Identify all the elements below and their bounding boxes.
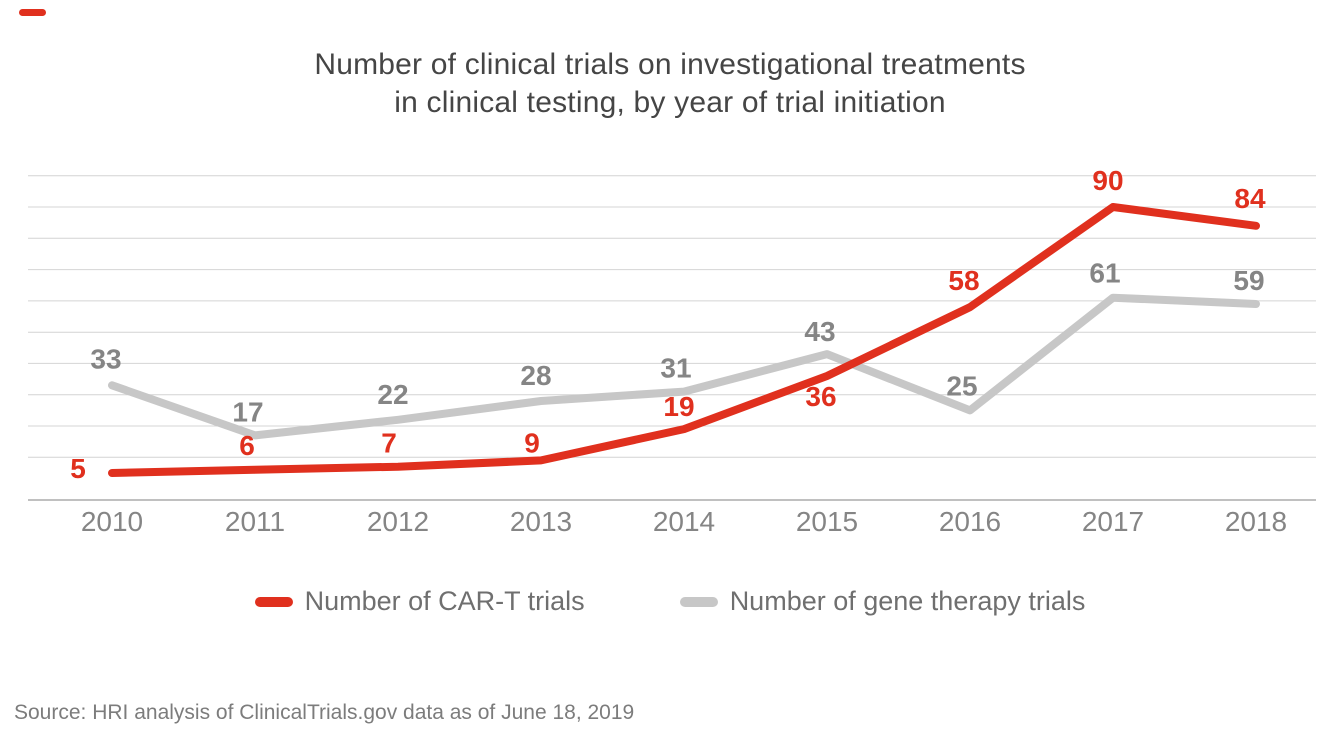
data-label: 28 [520, 360, 551, 391]
x-tick-label: 2015 [796, 506, 858, 537]
data-label: 22 [377, 379, 408, 410]
x-tick-label: 2013 [510, 506, 572, 537]
x-tick-label: 2016 [939, 506, 1001, 537]
legend-label-gene-therapy: Number of gene therapy trials [729, 586, 1086, 616]
legend-label-car-t: Number of CAR-T trials [304, 586, 585, 616]
source-note: Source: HRI analysis of ClinicalTrials.g… [14, 701, 635, 724]
data-label: 6 [239, 430, 255, 461]
legend-item-car-t: Number of CAR-T trials [254, 586, 585, 617]
gene-therapy-line [108, 293, 1260, 440]
chart-title-line-1: Number of clinical trials on investigati… [314, 48, 1026, 81]
data-label: 43 [804, 316, 835, 347]
x-tick-label: 2014 [653, 506, 715, 537]
x-tick-label: 2012 [367, 506, 429, 537]
car-t-line [108, 203, 1260, 477]
clinical-trials-line-chart: 5 6 7 9 19 36 58 90 84 33 17 22 28 31 43 25 61 59 2010 2011… [28, 165, 1316, 537]
x-tick-label: 2010 [81, 506, 143, 537]
data-label: 19 [663, 391, 694, 422]
chart-legend: Number of CAR-T trials Number of gene th… [0, 586, 1340, 617]
data-label: 61 [1089, 258, 1120, 289]
brand-dash-icon [19, 9, 46, 16]
data-label: 17 [232, 396, 263, 427]
legend-item-gene-therapy: Number of gene therapy trials [679, 586, 1086, 617]
data-label: 31 [660, 353, 691, 384]
x-tick-label: 2017 [1082, 506, 1144, 537]
x-tick-label: 2018 [1225, 506, 1287, 537]
data-label: 59 [1233, 265, 1264, 296]
data-label: 5 [70, 453, 86, 484]
gene-therapy-line-swatch-icon [679, 596, 718, 607]
data-label: 84 [1234, 183, 1266, 214]
data-label: 7 [381, 428, 397, 459]
x-tick-label: 2011 [225, 506, 285, 537]
car-t-line-swatch-icon [254, 596, 293, 607]
chart-title-line-2: in clinical testing, by year of trial in… [394, 86, 946, 119]
data-label: 36 [805, 381, 836, 412]
data-label: 33 [90, 343, 121, 374]
data-label: 58 [948, 265, 979, 296]
data-label: 25 [946, 370, 977, 401]
chart-title: Number of clinical trials on investigati… [0, 46, 1340, 122]
data-label: 90 [1092, 165, 1123, 196]
data-label: 9 [524, 427, 540, 458]
